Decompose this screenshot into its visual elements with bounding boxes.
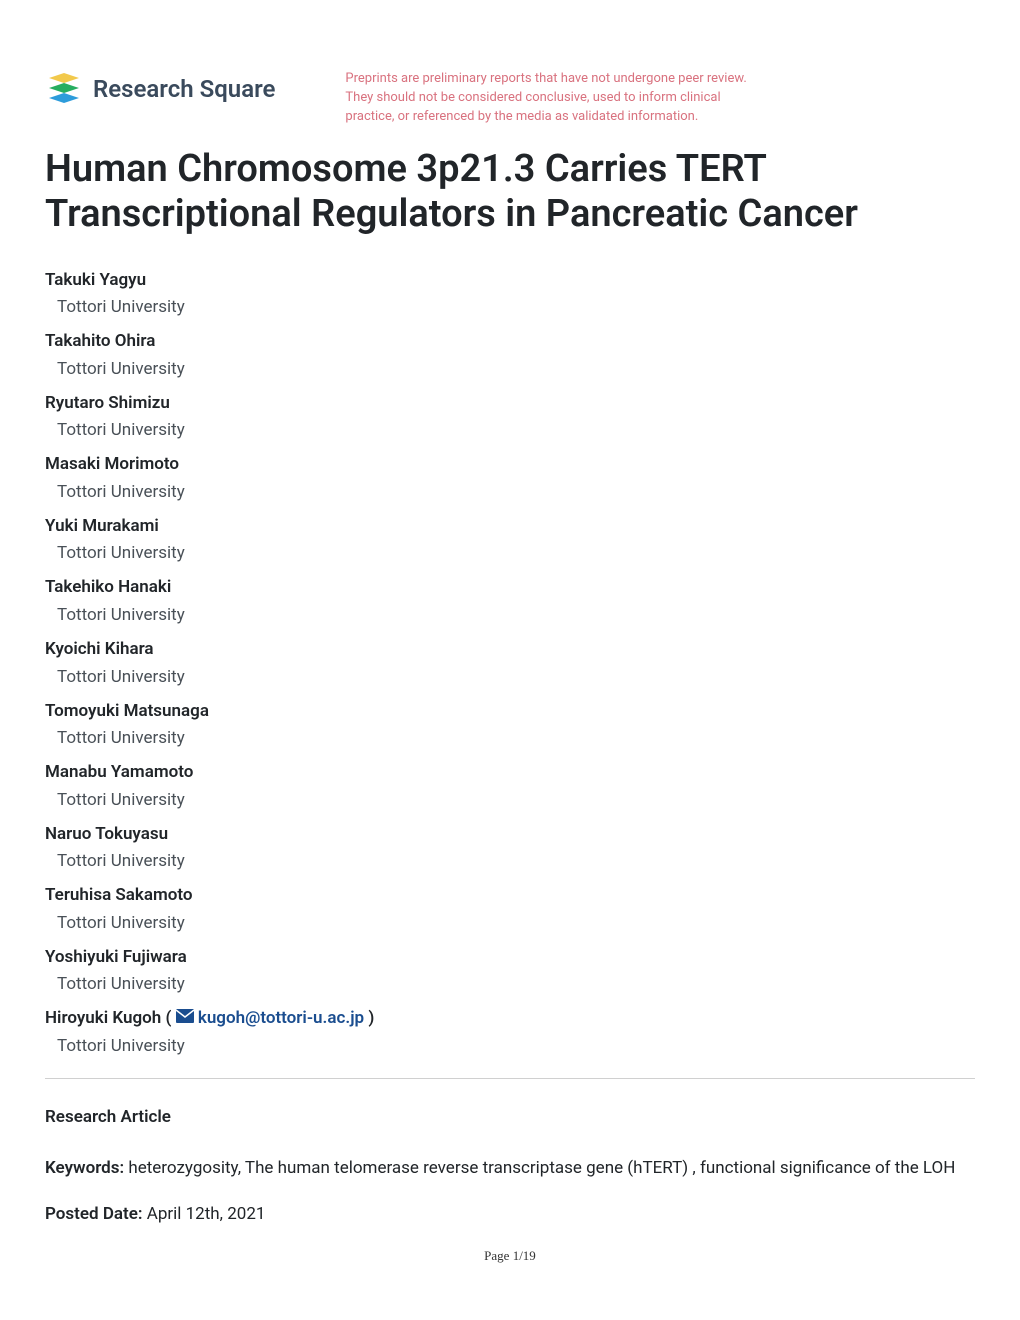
brand-logo: Research Square: [45, 70, 275, 108]
author-affiliation: Tottori University: [45, 355, 975, 383]
author-name: Takehiko Hanaki: [45, 575, 975, 601]
article-type: Research Article: [45, 1107, 975, 1127]
author-name: Takuki Yagyu: [45, 268, 975, 294]
paren-close: ): [368, 1009, 374, 1029]
author-affiliation: Tottori University: [45, 724, 975, 752]
author-block: Takuki YagyuTottori University: [45, 268, 975, 322]
author-affiliation: Tottori University: [45, 786, 975, 814]
page-indicator: Page 1/19: [45, 1248, 975, 1264]
mail-icon: [176, 1006, 194, 1032]
author-block: Yuki MurakamiTottori University: [45, 514, 975, 568]
logo-icon: [45, 70, 83, 108]
author-name: Tomoyuki Matsunaga: [45, 699, 975, 725]
author-name: Masaki Morimoto: [45, 452, 975, 478]
author-block: Masaki MorimotoTottori University: [45, 452, 975, 506]
corresponding-email-link[interactable]: kugoh@tottori-u.ac.jp: [198, 1009, 364, 1029]
author-block: Takahito OhiraTottori University: [45, 329, 975, 383]
author-affiliation: Tottori University: [45, 909, 975, 937]
corresponding-author: Hiroyuki Kugoh ( kugoh@tottori-u.ac.jp )…: [45, 1006, 975, 1060]
header: Research Square Preprints are preliminar…: [45, 70, 975, 127]
posted-date-row: Posted Date: April 12th, 2021: [45, 1201, 975, 1227]
author-name: Kyoichi Kihara: [45, 637, 975, 663]
author-list: Takuki YagyuTottori UniversityTakahito O…: [45, 268, 975, 999]
author-name: Teruhisa Sakamoto: [45, 883, 975, 909]
author-name: Manabu Yamamoto: [45, 760, 975, 786]
author-block: Manabu YamamotoTottori University: [45, 760, 975, 814]
author-affiliation: Tottori University: [45, 293, 975, 321]
author-name: Takahito Ohira: [45, 329, 975, 355]
author-name: Hiroyuki Kugoh ( kugoh@tottori-u.ac.jp ): [45, 1006, 975, 1032]
author-affiliation: Tottori University: [45, 416, 975, 444]
posted-date-value: April 12th, 2021: [147, 1204, 266, 1224]
author-affiliation: Tottori University: [45, 539, 975, 567]
divider: [45, 1078, 975, 1079]
author-affiliation: Tottori University: [45, 601, 975, 629]
keywords-label: Keywords:: [45, 1158, 124, 1178]
corresponding-name: Hiroyuki Kugoh: [45, 1009, 161, 1029]
author-name: Naruo Tokuyasu: [45, 822, 975, 848]
author-affiliation: Tottori University: [45, 663, 975, 691]
author-block: Ryutaro ShimizuTottori University: [45, 391, 975, 445]
author-affiliation: Tottori University: [45, 1032, 975, 1060]
author-block: Takehiko HanakiTottori University: [45, 575, 975, 629]
author-block: Kyoichi KiharaTottori University: [45, 637, 975, 691]
author-block: Yoshiyuki FujiwaraTottori University: [45, 945, 975, 999]
posted-date-label: Posted Date:: [45, 1204, 143, 1224]
paren-open: (: [165, 1009, 175, 1029]
author-block: Naruo TokuyasuTottori University: [45, 822, 975, 876]
author-affiliation: Tottori University: [45, 970, 975, 998]
keywords-value: heterozygosity, The human telomerase rev…: [128, 1158, 955, 1178]
disclaimer-text: Preprints are preliminary reports that h…: [345, 70, 765, 127]
author-affiliation: Tottori University: [45, 478, 975, 506]
author-name: Ryutaro Shimizu: [45, 391, 975, 417]
author-affiliation: Tottori University: [45, 847, 975, 875]
author-block: Tomoyuki MatsunagaTottori University: [45, 699, 975, 753]
author-block: Teruhisa SakamotoTottori University: [45, 883, 975, 937]
brand-name: Research Square: [93, 75, 275, 103]
author-name: Yuki Murakami: [45, 514, 975, 540]
keywords-row: Keywords: heterozygosity, The human telo…: [45, 1155, 975, 1181]
author-name: Yoshiyuki Fujiwara: [45, 945, 975, 971]
paper-title: Human Chromosome 3p21.3 Carries TERT Tra…: [45, 147, 975, 238]
